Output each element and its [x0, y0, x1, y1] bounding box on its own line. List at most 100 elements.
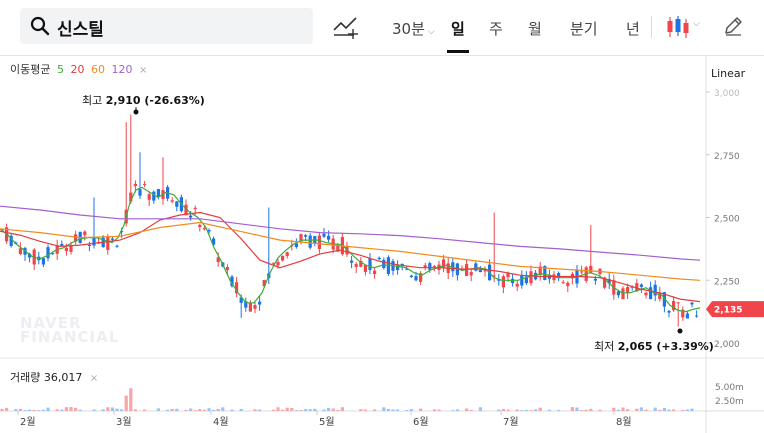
top-toolbar: 신스틸 30분 ⌵ 일 주 월 분기 년 ⌵ [0, 0, 764, 56]
volume-bar [465, 408, 469, 411]
ma-120-line [0, 205, 701, 261]
volume-bar [616, 409, 620, 411]
volume-bar [451, 410, 455, 411]
watermark-logo: NAVER FINANCIAL [20, 314, 120, 346]
candle-body [538, 266, 542, 275]
volume-bar [405, 409, 409, 411]
volume-bar [437, 409, 441, 411]
candle-body [60, 243, 64, 246]
volume-bar [589, 408, 593, 411]
volume-bar [336, 410, 340, 411]
moving-average-legend: 이동평균 5 20 60 120 × [10, 61, 150, 77]
volume-bar [501, 409, 505, 411]
candle-body [483, 270, 487, 272]
volume-bar [64, 407, 68, 411]
candle-body [478, 269, 482, 273]
volume-bar [106, 407, 110, 411]
volume-bar [46, 407, 50, 411]
candle-body [120, 231, 124, 233]
volume-bar [290, 408, 294, 411]
candle-body [258, 301, 262, 305]
volume-bar [253, 409, 257, 411]
candle-body [235, 282, 239, 294]
volume-bar [515, 409, 519, 411]
ma-20-line [0, 211, 701, 303]
volume-bar [432, 409, 436, 411]
candle-body [248, 303, 252, 312]
candle-body [64, 247, 68, 252]
volume-bar [69, 407, 73, 411]
volume-bar [313, 408, 317, 411]
candle-body [262, 280, 266, 287]
ma-60-line [0, 221, 701, 281]
candle-body [285, 252, 289, 256]
volume-bar [612, 407, 616, 411]
tab-day[interactable]: 일 [447, 20, 469, 53]
volume-bar [547, 409, 551, 411]
candle-body [271, 262, 275, 264]
candle-body [547, 275, 551, 279]
y-tick-label: 3,000 [714, 89, 740, 99]
candle-body [506, 272, 510, 278]
low-marker-dot [677, 328, 683, 334]
candle-body [143, 184, 147, 186]
chevron-down-icon[interactable]: ⌵ [693, 19, 700, 29]
tab-quarter[interactable]: 분기 [570, 20, 598, 38]
volume-bar [239, 408, 243, 411]
candlestick-icon[interactable] [665, 14, 691, 40]
candle-body [672, 300, 676, 311]
candle-body [170, 200, 174, 202]
price-chart[interactable]: 3,000 2,750 2,500 2,250 2,000 2월 3월 4월 5월 6월 7월 8월 5… [0, 56, 764, 433]
volume-bar [276, 407, 280, 411]
volume-bar [653, 407, 657, 411]
volume-bar [55, 409, 59, 411]
candle-body [607, 279, 611, 284]
candle-body [244, 301, 248, 308]
candle-body [115, 245, 119, 247]
candle-body [41, 258, 45, 265]
volume-bar [92, 409, 96, 411]
scale-type-label[interactable]: Linear [711, 67, 746, 80]
volume-close-icon[interactable]: × [89, 373, 99, 384]
candle-body [501, 276, 505, 288]
tab-30min[interactable]: 30분 ⌵ [392, 20, 435, 38]
volume-bar [124, 395, 128, 411]
volume-bar [216, 408, 220, 411]
ma-5-label: 5 [56, 63, 64, 76]
tab-week[interactable]: 주 [489, 20, 503, 38]
candle-body [639, 284, 643, 287]
volume-tick-label: 2.50m [715, 397, 744, 407]
candle-body [46, 247, 50, 259]
add-indicator-icon[interactable] [332, 14, 360, 40]
volume-bar [32, 410, 36, 411]
candle-body [69, 245, 73, 252]
candle-body [18, 248, 22, 254]
volume-bar [193, 410, 197, 411]
search-box[interactable]: 신스틸 [20, 8, 313, 44]
x-tick-label: 4월 [213, 416, 229, 428]
candle-body [409, 275, 413, 277]
volume-bar [667, 409, 671, 411]
candle-body [294, 243, 298, 248]
volume-bar [419, 408, 423, 411]
volume-bar [120, 409, 124, 411]
volume-bar [74, 407, 78, 411]
x-tick-label: 2월 [20, 416, 36, 428]
close-icon[interactable]: × [138, 65, 148, 76]
volume-bar [681, 410, 685, 411]
pencil-icon[interactable] [722, 15, 744, 37]
candle-body [432, 266, 436, 268]
volume-bar [202, 409, 206, 411]
high-marker-dot [133, 109, 139, 115]
tab-month[interactable]: 월 [528, 20, 542, 38]
candle-body [603, 277, 607, 288]
volume-bar [5, 407, 9, 411]
tab-year[interactable]: 년 [626, 20, 640, 38]
search-query[interactable]: 신스틸 [57, 20, 104, 40]
candle-body [685, 313, 689, 319]
ma-legend-label: 이동평균 [10, 63, 51, 76]
candle-body [626, 287, 630, 294]
volume-bar [304, 409, 308, 411]
high-annotation: 최고 2,910 (-26.63%) [82, 94, 205, 107]
candle-body [566, 282, 570, 287]
